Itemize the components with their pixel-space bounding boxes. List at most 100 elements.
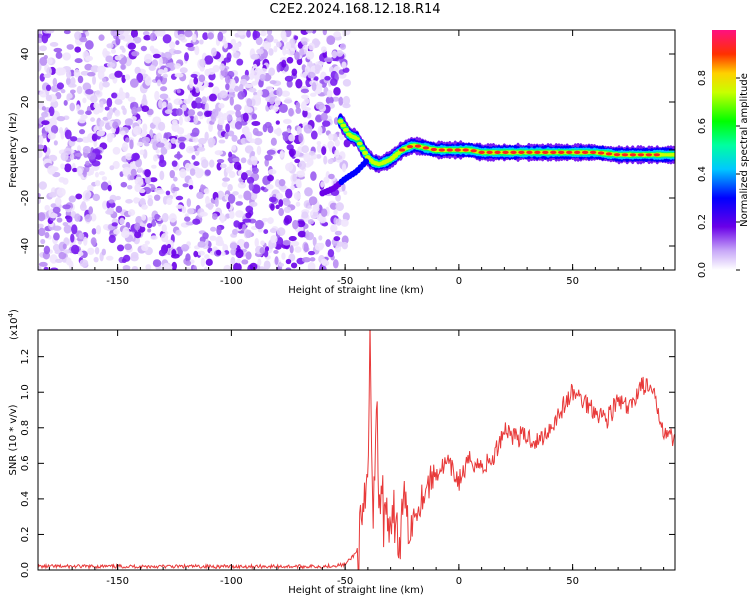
noise-cell bbox=[341, 183, 346, 192]
noise-cell bbox=[85, 31, 90, 37]
noise-cell bbox=[150, 235, 158, 240]
noise-cell bbox=[184, 162, 192, 172]
noise-cell bbox=[305, 50, 315, 60]
noise-cell bbox=[64, 163, 72, 173]
noise-cell bbox=[185, 260, 192, 266]
snr-x-tick-label: -150 bbox=[106, 576, 129, 587]
spectrogram-marks bbox=[38, 30, 675, 270]
ridge-core-cell bbox=[526, 150, 533, 154]
noise-cell bbox=[266, 30, 273, 36]
noise-cell bbox=[75, 137, 84, 143]
noise-cell bbox=[290, 262, 298, 269]
noise-cell bbox=[329, 66, 334, 73]
noise-cell bbox=[216, 158, 225, 164]
noise-cell bbox=[46, 57, 53, 65]
noise-cell bbox=[249, 201, 258, 207]
noise-cell bbox=[197, 111, 204, 117]
noise-cell bbox=[332, 259, 339, 269]
noise-cell bbox=[38, 227, 46, 237]
noise-cell bbox=[217, 31, 224, 42]
noise-cell bbox=[149, 177, 158, 183]
noise-cell bbox=[320, 112, 328, 122]
noise-cell bbox=[151, 164, 157, 169]
noise-cell bbox=[236, 164, 242, 171]
noise-cell bbox=[269, 96, 275, 105]
noise-cell bbox=[265, 184, 274, 190]
noise-cell bbox=[260, 88, 270, 98]
noise-cell bbox=[158, 159, 167, 168]
noise-cell bbox=[91, 228, 97, 235]
noise-cell bbox=[219, 163, 227, 169]
noise-cell bbox=[208, 93, 217, 102]
noise-cell bbox=[266, 34, 274, 43]
noise-cell bbox=[333, 209, 338, 216]
noise-cell bbox=[300, 88, 310, 94]
noise-cell bbox=[155, 142, 165, 148]
noise-cell bbox=[222, 177, 231, 182]
noise-cell bbox=[301, 257, 311, 263]
noise-cell bbox=[107, 184, 112, 192]
noise-cell bbox=[119, 217, 125, 225]
noise-cell bbox=[175, 195, 184, 201]
noise-cell bbox=[293, 191, 301, 201]
noise-cell bbox=[295, 78, 303, 89]
noise-cell bbox=[184, 116, 191, 123]
noise-cell bbox=[56, 82, 65, 90]
noise-cell bbox=[190, 73, 198, 78]
noise-cell bbox=[100, 181, 109, 191]
noise-cell bbox=[175, 40, 180, 46]
ridge-core-cell bbox=[414, 144, 422, 148]
noise-cell bbox=[85, 110, 92, 115]
noise-cell bbox=[329, 202, 338, 210]
noise-cell bbox=[339, 43, 347, 50]
noise-cell bbox=[270, 234, 278, 244]
noise-cell bbox=[302, 106, 312, 112]
noise-cell bbox=[224, 132, 229, 140]
noise-cell bbox=[315, 101, 325, 110]
noise-cell bbox=[85, 192, 90, 201]
noise-cell bbox=[278, 208, 285, 217]
noise-cell bbox=[329, 78, 338, 86]
noise-cell bbox=[176, 151, 181, 160]
noise-cell bbox=[186, 133, 192, 139]
ridge-core-cell bbox=[502, 150, 509, 154]
noise-cell bbox=[273, 38, 279, 44]
noise-cell bbox=[250, 53, 260, 60]
noise-cell bbox=[264, 154, 273, 161]
noise-cell bbox=[246, 30, 251, 38]
noise-cell bbox=[85, 55, 94, 62]
noise-cell bbox=[38, 30, 42, 35]
noise-cell bbox=[45, 94, 53, 102]
noise-cell bbox=[90, 65, 100, 73]
noise-cell bbox=[91, 160, 101, 167]
noise-cell bbox=[166, 197, 173, 206]
noise-cell bbox=[167, 142, 172, 150]
noise-cell bbox=[162, 195, 168, 205]
spectrogram-x-tick-label: 50 bbox=[566, 276, 579, 287]
noise-cell bbox=[185, 145, 195, 154]
noise-cell bbox=[273, 249, 279, 254]
noise-cell bbox=[144, 169, 151, 178]
noise-cell bbox=[102, 50, 111, 56]
noise-cell bbox=[307, 250, 315, 256]
noise-cell bbox=[323, 57, 333, 63]
noise-cell bbox=[38, 181, 47, 190]
noise-cell bbox=[93, 108, 100, 115]
ridge-cell bbox=[356, 141, 363, 146]
noise-cell bbox=[281, 35, 288, 43]
ridge-core-cell bbox=[470, 149, 477, 153]
noise-cell bbox=[44, 204, 50, 211]
noise-cell bbox=[235, 109, 242, 118]
noise-cell bbox=[221, 251, 226, 257]
ridge-core-cell bbox=[605, 152, 613, 156]
ridge-core-cell bbox=[430, 147, 438, 152]
noise-cell bbox=[141, 243, 149, 252]
noise-cell bbox=[302, 109, 308, 118]
noise-cell bbox=[63, 249, 71, 254]
noise-cell bbox=[148, 216, 153, 222]
noise-cell bbox=[318, 235, 323, 241]
colorbar-tick-label: 0.0 bbox=[697, 262, 708, 278]
noise-cell bbox=[110, 30, 118, 37]
noise-cell bbox=[288, 235, 297, 242]
noise-cell bbox=[166, 243, 172, 249]
